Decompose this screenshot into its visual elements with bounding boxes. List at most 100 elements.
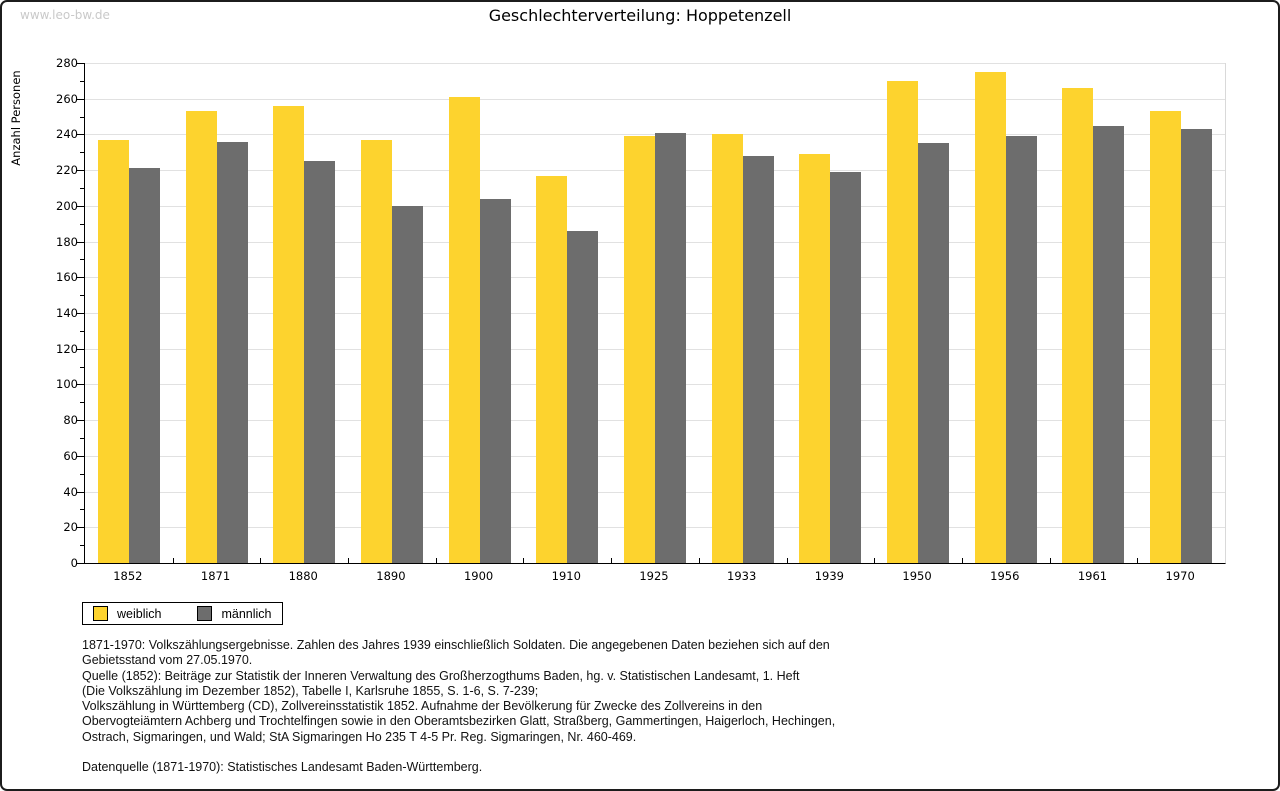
bar-männlich-1970 bbox=[1181, 129, 1213, 563]
bar-männlich-1933 bbox=[742, 155, 774, 563]
bar-männlich-1950 bbox=[918, 143, 950, 563]
watermark: www.leo-bw.de bbox=[20, 8, 110, 22]
footnote-line-4: (Die Volkszählung im Dezember 1852), Tab… bbox=[82, 683, 539, 698]
y-major-tick-20 bbox=[77, 527, 84, 529]
x-tick-label-1950: 1950 bbox=[902, 569, 932, 583]
bar-weiblich-1880 bbox=[273, 105, 305, 563]
bar-weiblich-1939 bbox=[799, 154, 831, 563]
footnotes: 1871-1970: Volkszählungsergebnisse. Zahl… bbox=[82, 638, 835, 776]
y-minor-tick-270 bbox=[80, 80, 84, 82]
bar-männlich-1910 bbox=[567, 230, 599, 563]
y-tick-label-280: 280 bbox=[56, 56, 78, 70]
plot-area bbox=[84, 63, 1226, 564]
y-major-tick-60 bbox=[77, 455, 84, 457]
y-major-tick-280 bbox=[77, 63, 84, 64]
x-boundary-tick-9 bbox=[874, 558, 876, 563]
y-tick-label-100: 100 bbox=[56, 377, 78, 392]
y-major-tick-40 bbox=[77, 491, 84, 493]
x-tick-label-1871: 1871 bbox=[200, 569, 231, 583]
y-minor-tick-190 bbox=[80, 223, 84, 225]
bar-männlich-1961 bbox=[1093, 125, 1125, 563]
x-boundary-tick-5 bbox=[523, 558, 525, 563]
y-tick-label-40: 40 bbox=[63, 484, 78, 499]
y-tick-label-140: 140 bbox=[56, 306, 78, 320]
bar-weiblich-1900 bbox=[448, 96, 480, 563]
bar-weiblich-1970 bbox=[1150, 111, 1182, 563]
y-major-tick-160 bbox=[77, 277, 84, 279]
x-tick-label-1961: 1961 bbox=[1077, 569, 1108, 583]
bar-weiblich-1871 bbox=[185, 111, 217, 563]
y-tick-label-120: 120 bbox=[56, 341, 78, 356]
y-major-tick-100 bbox=[77, 384, 84, 386]
x-tick-label-1852: 1852 bbox=[113, 569, 143, 583]
legend-swatch-weiblich bbox=[93, 606, 108, 621]
y-minor-tick-210 bbox=[80, 188, 84, 189]
y-tick-label-200: 200 bbox=[56, 198, 78, 213]
y-minor-tick-170 bbox=[80, 259, 84, 261]
x-tick-label-1933: 1933 bbox=[727, 569, 757, 583]
y-minor-tick-150 bbox=[80, 295, 84, 297]
bar-männlich-1956 bbox=[1005, 136, 1037, 563]
x-tick-label-1939: 1939 bbox=[814, 569, 845, 583]
bar-männlich-1880 bbox=[304, 161, 336, 563]
legend-label-weiblich: weiblich bbox=[117, 606, 162, 621]
y-tick-label-60: 60 bbox=[63, 448, 78, 463]
chart-title: Geschlechterverteilung: Hoppetenzell bbox=[488, 6, 792, 25]
y-minor-tick-10 bbox=[80, 545, 84, 547]
bar-männlich-1871 bbox=[216, 141, 248, 563]
y-minor-tick-230 bbox=[80, 152, 84, 154]
y-major-tick-80 bbox=[77, 420, 84, 422]
legend-item-weiblich: weiblich bbox=[93, 606, 161, 621]
y-major-tick-200 bbox=[77, 205, 84, 207]
x-tick-label-1956: 1956 bbox=[990, 569, 1020, 583]
footnote-line-5: Volkszählung in Württemberg (CD), Zollve… bbox=[82, 699, 763, 714]
bar-männlich-1900 bbox=[479, 198, 511, 563]
x-tick-label-1970: 1970 bbox=[1165, 569, 1195, 583]
bar-weiblich-1950 bbox=[887, 80, 919, 563]
x-tick-label-1910: 1910 bbox=[551, 569, 581, 583]
y-major-tick-120 bbox=[77, 348, 84, 350]
x-tick-label-1880: 1880 bbox=[288, 569, 318, 583]
gridline-280 bbox=[85, 63, 1225, 64]
x-boundary-tick-1 bbox=[172, 558, 174, 563]
x-boundary-tick-6 bbox=[611, 558, 613, 563]
legend-swatch-männlich bbox=[197, 606, 213, 621]
footnote-line-6: Obervogteiämtern Achberg und Trochtelfin… bbox=[82, 714, 836, 729]
x-tick-label-1900: 1900 bbox=[463, 569, 494, 583]
x-boundary-tick-10 bbox=[961, 558, 963, 563]
y-tick-label-220: 220 bbox=[56, 163, 78, 178]
gridline-260 bbox=[85, 98, 1225, 100]
x-boundary-tick-4 bbox=[435, 558, 437, 563]
x-boundary-tick-12 bbox=[1137, 558, 1139, 563]
y-tick-label-0: 0 bbox=[70, 556, 78, 570]
x-boundary-tick-8 bbox=[786, 558, 788, 563]
bar-männlich-1925 bbox=[655, 132, 686, 563]
x-tick-label-1890: 1890 bbox=[376, 569, 406, 583]
footnote-line-3: Quelle (1852): Beiträge zur Statistik de… bbox=[82, 668, 800, 683]
y-minor-tick-30 bbox=[80, 509, 84, 511]
footnote-spacer bbox=[82, 745, 835, 760]
y-major-tick-260 bbox=[77, 98, 84, 100]
y-minor-tick-130 bbox=[80, 330, 84, 332]
bar-weiblich-1961 bbox=[1062, 88, 1094, 563]
bar-weiblich-1890 bbox=[360, 139, 392, 563]
x-boundary-tick-3 bbox=[348, 558, 350, 563]
y-minor-tick-50 bbox=[80, 473, 84, 475]
x-tick-label-1925: 1925 bbox=[639, 569, 669, 583]
x-boundary-tick-2 bbox=[260, 558, 262, 563]
y-minor-tick-110 bbox=[80, 366, 84, 368]
y-minor-tick-70 bbox=[80, 438, 84, 439]
bar-weiblich-1852 bbox=[97, 139, 129, 563]
y-minor-tick-90 bbox=[80, 402, 84, 404]
footnote-line-1: 1871-1970: Volkszählungsergebnisse. Zahl… bbox=[82, 638, 830, 652]
x-boundary-tick-7 bbox=[698, 558, 700, 563]
bar-männlich-1939 bbox=[830, 171, 862, 563]
bar-weiblich-1910 bbox=[536, 175, 568, 563]
y-major-tick-0 bbox=[77, 563, 84, 564]
y-major-tick-240 bbox=[77, 134, 84, 136]
y-major-tick-220 bbox=[77, 170, 84, 172]
footnote-line-7: Ostrach, Sigmaringen, und Wald; StA Sigm… bbox=[82, 729, 637, 744]
x-boundary-tick-11 bbox=[1049, 558, 1051, 563]
footnote-line-9: Datenquelle (1871-1970): Statistisches L… bbox=[82, 760, 483, 775]
y-major-tick-140 bbox=[77, 313, 84, 314]
